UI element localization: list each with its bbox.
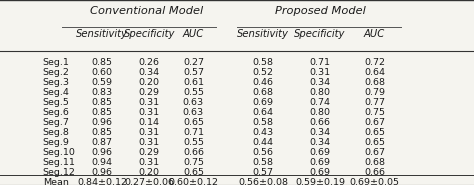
Text: Seg.4: Seg.4 <box>43 88 70 97</box>
Text: 0.59±0.19: 0.59±0.19 <box>295 178 345 185</box>
Text: 0.57: 0.57 <box>253 168 273 177</box>
Text: 0.65: 0.65 <box>183 168 204 177</box>
Text: 0.31: 0.31 <box>139 108 160 117</box>
Text: AUC: AUC <box>183 29 204 39</box>
Text: 0.72: 0.72 <box>364 58 385 67</box>
Text: 0.43: 0.43 <box>253 128 273 137</box>
Text: 0.56: 0.56 <box>253 148 273 157</box>
Text: 0.31: 0.31 <box>139 128 160 137</box>
Text: 0.77: 0.77 <box>364 98 385 107</box>
Text: Seg.6: Seg.6 <box>43 108 70 117</box>
Text: Sensitivity: Sensitivity <box>237 29 289 39</box>
Text: Seg.12: Seg.12 <box>43 168 75 177</box>
Text: 0.29: 0.29 <box>139 148 160 157</box>
Text: 0.31: 0.31 <box>139 138 160 147</box>
Text: Seg.3: Seg.3 <box>43 78 70 87</box>
Text: 0.66: 0.66 <box>183 148 204 157</box>
Text: Sensitivity: Sensitivity <box>76 29 128 39</box>
Text: 0.44: 0.44 <box>253 138 273 147</box>
Text: 0.59: 0.59 <box>91 78 112 87</box>
Text: 0.75: 0.75 <box>364 108 385 117</box>
Text: 0.68: 0.68 <box>364 78 385 87</box>
Text: Specificity: Specificity <box>124 29 175 39</box>
Text: 0.85: 0.85 <box>91 128 112 137</box>
Text: 0.31: 0.31 <box>139 98 160 107</box>
Text: 0.65: 0.65 <box>364 138 385 147</box>
Text: Seg.1: Seg.1 <box>43 58 70 67</box>
Text: 0.31: 0.31 <box>139 158 160 167</box>
Text: 0.67: 0.67 <box>364 148 385 157</box>
Text: 0.67: 0.67 <box>364 118 385 127</box>
Text: 0.63: 0.63 <box>183 98 204 107</box>
Text: 0.69: 0.69 <box>310 148 330 157</box>
Text: 0.63: 0.63 <box>183 108 204 117</box>
Text: Seg.11: Seg.11 <box>43 158 75 167</box>
Text: 0.14: 0.14 <box>139 118 160 127</box>
Text: 0.87: 0.87 <box>91 138 112 147</box>
Text: 0.58: 0.58 <box>253 158 273 167</box>
Text: 0.96: 0.96 <box>91 168 112 177</box>
Text: 0.52: 0.52 <box>253 68 273 77</box>
Text: 0.61: 0.61 <box>183 78 204 87</box>
Text: 0.55: 0.55 <box>183 138 204 147</box>
Text: 0.85: 0.85 <box>91 108 112 117</box>
Text: Specificity: Specificity <box>294 29 346 39</box>
Text: 0.84±0.12: 0.84±0.12 <box>77 178 127 185</box>
Text: 0.27: 0.27 <box>183 58 204 67</box>
Text: 0.71: 0.71 <box>183 128 204 137</box>
Text: Seg.7: Seg.7 <box>43 118 70 127</box>
Text: 0.46: 0.46 <box>253 78 273 87</box>
Text: 0.65: 0.65 <box>364 128 385 137</box>
Text: AUC: AUC <box>364 29 385 39</box>
Text: 0.56±0.08: 0.56±0.08 <box>238 178 288 185</box>
Text: 0.55: 0.55 <box>183 88 204 97</box>
Text: 0.26: 0.26 <box>139 58 160 67</box>
Text: Mean: Mean <box>43 178 69 185</box>
Text: 0.58: 0.58 <box>253 118 273 127</box>
Text: 0.66: 0.66 <box>364 168 385 177</box>
Text: 0.64: 0.64 <box>253 108 273 117</box>
Text: 0.69: 0.69 <box>253 98 273 107</box>
Text: 0.69±0.05: 0.69±0.05 <box>349 178 400 185</box>
Text: 0.83: 0.83 <box>91 88 112 97</box>
Text: Conventional Model: Conventional Model <box>91 6 203 16</box>
Text: 0.60±0.12: 0.60±0.12 <box>168 178 219 185</box>
Text: 0.69: 0.69 <box>310 168 330 177</box>
Text: 0.69: 0.69 <box>310 158 330 167</box>
Text: 0.20: 0.20 <box>139 168 160 177</box>
Text: 0.57: 0.57 <box>183 68 204 77</box>
Text: Proposed Model: Proposed Model <box>274 6 365 16</box>
Text: 0.66: 0.66 <box>310 118 330 127</box>
Text: 0.74: 0.74 <box>310 98 330 107</box>
Text: 0.96: 0.96 <box>91 118 112 127</box>
Text: 0.34: 0.34 <box>139 68 160 77</box>
Text: 0.34: 0.34 <box>310 138 330 147</box>
Text: 0.85: 0.85 <box>91 58 112 67</box>
Text: 0.68: 0.68 <box>253 88 273 97</box>
Text: 0.60: 0.60 <box>91 68 112 77</box>
Text: 0.96: 0.96 <box>91 148 112 157</box>
Text: 0.80: 0.80 <box>310 108 330 117</box>
Text: 0.34: 0.34 <box>310 78 330 87</box>
Text: 0.68: 0.68 <box>364 158 385 167</box>
Text: 0.34: 0.34 <box>310 128 330 137</box>
Text: Seg.10: Seg.10 <box>43 148 75 157</box>
Text: Seg.2: Seg.2 <box>43 68 70 77</box>
Text: Seg.9: Seg.9 <box>43 138 70 147</box>
Text: Seg.5: Seg.5 <box>43 98 70 107</box>
Text: 0.85: 0.85 <box>91 98 112 107</box>
Text: 0.79: 0.79 <box>364 88 385 97</box>
Text: Seg.8: Seg.8 <box>43 128 70 137</box>
Text: 0.71: 0.71 <box>310 58 330 67</box>
Text: 0.80: 0.80 <box>310 88 330 97</box>
Text: 0.20: 0.20 <box>139 78 160 87</box>
Text: 0.75: 0.75 <box>183 158 204 167</box>
Text: 0.64: 0.64 <box>364 68 385 77</box>
Text: 0.31: 0.31 <box>310 68 330 77</box>
Text: 0.29: 0.29 <box>139 88 160 97</box>
Text: 0.58: 0.58 <box>253 58 273 67</box>
Text: 0.94: 0.94 <box>91 158 112 167</box>
Text: 0.27±0.06: 0.27±0.06 <box>124 178 174 185</box>
Text: 0.65: 0.65 <box>183 118 204 127</box>
